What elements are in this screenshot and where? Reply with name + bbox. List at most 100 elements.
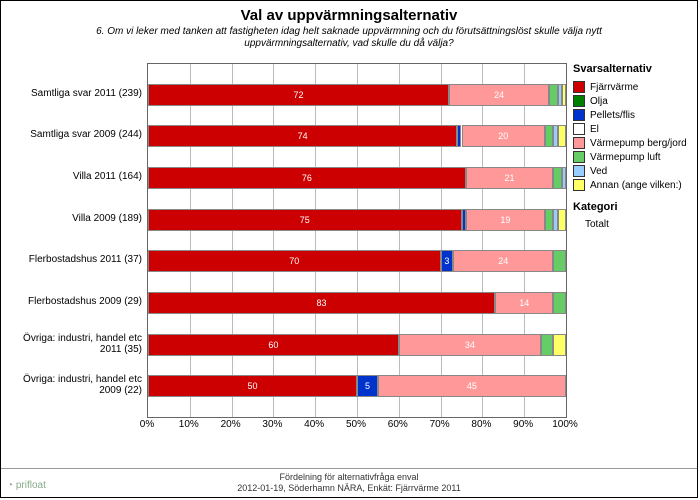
- footer: Fördelning för alternativfråga enval 201…: [1, 468, 697, 497]
- legend-item-pellets: Pellets/flis: [573, 109, 693, 121]
- chart-subtitle: 6. Om vi leker med tanken att fastighete…: [1, 24, 697, 54]
- x-tick: 70%: [430, 419, 450, 430]
- bar-segment-fjarrvarme: [148, 125, 457, 147]
- x-tick: 40%: [304, 419, 324, 430]
- y-label: Villa 2011 (164): [7, 171, 142, 182]
- bar-row: 7519: [148, 209, 566, 231]
- plot-area: 7224742076217519703248314603450545: [147, 63, 567, 418]
- bar-segment-varmepump_berg: [462, 125, 546, 147]
- bar-row: 7420: [148, 125, 566, 147]
- gridline: [399, 64, 400, 417]
- legend-swatch: [573, 151, 585, 163]
- chart-frame: Val av uppvärmningsalternativ 6. Om vi l…: [0, 0, 698, 498]
- legend-item-ved: Ved: [573, 165, 693, 177]
- y-label: Flerbostadshus 2011 (37): [7, 254, 142, 265]
- gridline: [315, 64, 316, 417]
- legend-swatch: [573, 81, 585, 93]
- x-tick: 0%: [140, 419, 154, 430]
- bar-segment-fjarrvarme: [148, 375, 357, 397]
- gridline: [273, 64, 274, 417]
- x-tick: 10%: [179, 419, 199, 430]
- bar-segment-annan: [553, 334, 566, 356]
- legend-item-fjarrvarme: Fjärrvärme: [573, 81, 693, 93]
- bar-row: 70324: [148, 250, 566, 272]
- bar-row: 50545: [148, 375, 566, 397]
- x-tick: 20%: [221, 419, 241, 430]
- footer-line2: 2012-01-19, Söderhamn NÄRA, Enkät: Fjärr…: [1, 483, 697, 494]
- x-tick: 60%: [388, 419, 408, 430]
- legend-item-varmepump_luft: Värmepump luft: [573, 151, 693, 163]
- legend-label: Värmepump berg/jord: [590, 138, 687, 149]
- chart-area: 7224742076217519703248314603450545 0%10%…: [7, 63, 567, 443]
- bar-segment-varmepump_luft: [553, 167, 561, 189]
- x-tick: 100%: [552, 419, 578, 430]
- bar-segment-varmepump_berg: [399, 334, 541, 356]
- gridline: [441, 64, 442, 417]
- bar-segment-varmepump_luft: [545, 209, 553, 231]
- gridline: [524, 64, 525, 417]
- gridline: [357, 64, 358, 417]
- legend-swatch: [573, 95, 585, 107]
- bar-segment-annan: [558, 209, 566, 231]
- legend-label: Pellets/flis: [590, 110, 635, 121]
- legend-label: Olja: [590, 96, 608, 107]
- bar-segment-pellets: [357, 375, 378, 397]
- y-label: Övriga: industri, handel etc 2009 (22): [7, 374, 142, 396]
- bar-segment-varmepump_berg: [495, 292, 554, 314]
- legend-label: Annan (ange vilken:): [590, 180, 682, 191]
- bar-row: 7224: [148, 84, 566, 106]
- x-tick: 30%: [262, 419, 282, 430]
- bar-segment-fjarrvarme: [148, 84, 449, 106]
- legend: Svarsalternativ Fjärrvärme Olja Pellets/fl…: [573, 63, 693, 230]
- bar-segment-varmepump_berg: [449, 84, 549, 106]
- bar-row: 6034: [148, 334, 566, 356]
- gridline: [190, 64, 191, 417]
- footer-line1: Fördelning för alternativfråga enval: [1, 472, 697, 483]
- bar-segment-fjarrvarme: [148, 250, 441, 272]
- chart-title: Val av uppvärmningsalternativ: [1, 1, 697, 24]
- bar-segment-varmepump_luft: [549, 84, 557, 106]
- bar-segment-varmepump_berg: [466, 167, 554, 189]
- bar-segment-varmepump_luft: [545, 125, 553, 147]
- bar-segment-annan: [562, 84, 566, 106]
- logo: prifloat: [7, 480, 46, 491]
- legend-label: Värmepump luft: [590, 152, 661, 163]
- bar-segment-varmepump_berg: [378, 375, 566, 397]
- legend-label: Fjärrvärme: [590, 82, 638, 93]
- category-title: Kategori: [573, 201, 693, 213]
- category-value: Totalt: [573, 219, 693, 230]
- bar-segment-annan: [558, 125, 566, 147]
- legend-swatch: [573, 137, 585, 149]
- legend-swatch: [573, 179, 585, 191]
- gridline: [232, 64, 233, 417]
- bar-segment-varmepump_luft: [541, 334, 554, 356]
- y-label: Samtliga svar 2011 (239): [7, 88, 142, 99]
- y-label: Samtliga svar 2009 (244): [7, 129, 142, 140]
- bar-segment-varmepump_berg: [453, 250, 553, 272]
- bar-segment-fjarrvarme: [148, 209, 462, 231]
- bar-segment-varmepump_luft: [553, 292, 566, 314]
- bar-segment-pellets: [441, 250, 454, 272]
- x-tick: 80%: [471, 419, 491, 430]
- legend-item-varmepump_berg: Värmepump berg/jord: [573, 137, 693, 149]
- y-label: Flerbostadshus 2009 (29): [7, 296, 142, 307]
- x-tick: 90%: [513, 419, 533, 430]
- bar-segment-ved: [562, 167, 566, 189]
- bar-segment-varmepump_berg: [466, 209, 545, 231]
- legend-swatch: [573, 109, 585, 121]
- y-label: Villa 2009 (189): [7, 213, 142, 224]
- legend-swatch: [573, 165, 585, 177]
- legend-item-annan: Annan (ange vilken:): [573, 179, 693, 191]
- bar-segment-fjarrvarme: [148, 334, 399, 356]
- bar-segment-fjarrvarme: [148, 292, 495, 314]
- y-label: Övriga: industri, handel etc 2011 (35): [7, 333, 142, 355]
- legend-label: El: [590, 124, 599, 135]
- legend-swatch: [573, 123, 585, 135]
- bar-segment-fjarrvarme: [148, 167, 466, 189]
- bar-row: 8314: [148, 292, 566, 314]
- x-tick: 50%: [346, 419, 366, 430]
- legend-title: Svarsalternativ: [573, 63, 693, 75]
- legend-item-el: El: [573, 123, 693, 135]
- legend-label: Ved: [590, 166, 607, 177]
- bar-segment-varmepump_luft: [553, 250, 566, 272]
